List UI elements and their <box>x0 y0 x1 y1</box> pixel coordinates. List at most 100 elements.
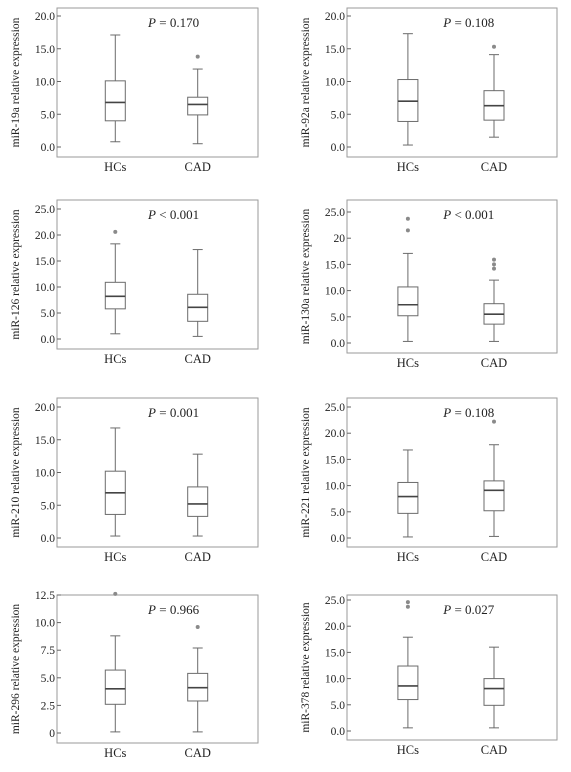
outlier-point <box>492 257 496 262</box>
outlier-point <box>195 54 200 59</box>
y-tick-label: 15.0 <box>325 259 345 271</box>
plot-frame <box>56 397 259 548</box>
y-tick-label: 5.0 <box>41 109 56 121</box>
y-tick-label: 10.0 <box>325 481 345 493</box>
chart-panel-6: 0.0 5.0 10.0 15.0 20.0 25.0 miR-221 relative e… <box>300 397 558 564</box>
iqr-box <box>104 669 126 705</box>
p-value-label: P < 0.001 <box>442 207 494 222</box>
x-category-label: CAD <box>184 160 210 174</box>
x-category-label: CAD <box>481 160 507 174</box>
y-tick-label: 0.0 <box>331 533 346 545</box>
y-tick-label: 25.0 <box>325 207 345 219</box>
p-symbol: P <box>442 405 451 420</box>
y-axis-label: miR-378 relative expression <box>300 602 312 733</box>
outlier-point <box>492 419 496 424</box>
plot-frame <box>346 397 558 548</box>
x-category-label: CAD <box>481 743 507 757</box>
y-tick-label: 20.0 <box>35 230 55 242</box>
y-tick-label: 15.0 <box>325 454 345 466</box>
outlier-point <box>405 604 410 609</box>
box-cad: CAD <box>481 257 507 370</box>
plot-frame <box>346 199 558 354</box>
outlier-point <box>492 262 496 267</box>
iqr-box <box>187 486 209 517</box>
box-hcs: HCs <box>104 34 127 174</box>
iqr-box <box>104 80 126 122</box>
outlier-point <box>492 266 496 271</box>
y-tick-label: 5.0 <box>41 308 56 320</box>
p-value-label: P = 0.966 <box>147 602 200 617</box>
plot-frame <box>56 7 259 158</box>
box-cad: CAD <box>184 54 211 174</box>
outlier-point <box>492 44 496 49</box>
y-tick-label: 12.5 <box>35 590 55 602</box>
y-tick-label: 5.0 <box>331 700 346 712</box>
outlier-point <box>113 229 118 234</box>
y-tick-label: 0.0 <box>331 142 346 154</box>
y-tick-label: 10.0 <box>35 282 55 294</box>
p-value: = 0.027 <box>451 602 495 617</box>
chart-panel-1: 0.0 5.0 10.0 15.0 20.0 miR-19a relative expre… <box>10 7 259 174</box>
y-tick-label: 0.0 <box>331 338 346 350</box>
outlier-point <box>405 216 410 221</box>
y-tick-label: 10.0 <box>325 674 345 686</box>
x-category-label: HCs <box>397 550 419 564</box>
chart-panel-3: 0.0 5.0 10.0 15.0 20.0 25.0 miR-126 relative e… <box>10 199 259 366</box>
iqr-box <box>483 480 505 512</box>
p-value-label: P = 0.170 <box>147 15 199 30</box>
y-tick-label: 15.0 <box>35 435 55 447</box>
y-axis-label: miR-19a relative expression <box>10 17 22 147</box>
p-value: < 0.001 <box>451 207 494 222</box>
p-symbol: P <box>442 602 451 617</box>
outlier-point <box>405 600 410 605</box>
y-tick-label: 0 <box>49 728 55 740</box>
outlier-point <box>113 591 118 596</box>
p-value-label: P = 0.001 <box>147 405 199 420</box>
p-symbol: P <box>442 207 451 222</box>
p-value: = 0.001 <box>156 405 199 420</box>
y-tick-label: 15.0 <box>35 256 55 268</box>
plot-frame <box>346 594 558 741</box>
box-hcs: HCs <box>104 427 127 564</box>
chart-panel-7: 0 2.5 5.0 7.5 10.0 12.5 miR-296 relative expre… <box>10 590 259 760</box>
y-tick-label: 10.0 <box>35 77 55 89</box>
x-category-label: CAD <box>184 746 210 760</box>
box-hcs: HCs <box>104 591 127 760</box>
p-symbol: P <box>147 207 156 222</box>
plot-frame <box>56 199 259 350</box>
iqr-box <box>397 286 419 317</box>
y-tick-label: 0.0 <box>41 533 56 545</box>
p-value-label: P = 0.108 <box>442 405 494 420</box>
box-cad: CAD <box>184 625 211 760</box>
y-tick-label: 0.0 <box>41 334 56 346</box>
chart-panel-4: 0.0 5.0 10.0 15.0 20 25.0 miR-130a relative ex… <box>300 199 558 370</box>
x-category-label: HCs <box>397 743 419 757</box>
y-tick-label: 5.0 <box>331 312 346 324</box>
y-axis-label: miR-210 relative expression <box>10 407 22 538</box>
iqr-box <box>187 96 209 116</box>
chart-panel-2: 0.0 5.0 10.0 15.0 20.0 miR-92a relative expre… <box>300 7 558 174</box>
y-tick-label: 5.0 <box>331 507 346 519</box>
p-symbol: P <box>147 405 156 420</box>
x-category-label: CAD <box>184 352 210 366</box>
p-value: = 0.966 <box>156 602 200 617</box>
x-category-label: CAD <box>184 550 210 564</box>
x-category-label: CAD <box>481 356 507 370</box>
p-symbol: P <box>442 15 451 30</box>
outlier-point <box>405 228 410 233</box>
box-hcs: HCs <box>397 216 419 370</box>
y-tick-label: 25.0 <box>35 204 55 216</box>
p-value-label: P = 0.027 <box>442 602 495 617</box>
p-value-label: P < 0.001 <box>147 207 199 222</box>
box-cad: CAD <box>481 44 507 174</box>
box-cad: CAD <box>481 419 507 564</box>
plot-frame <box>346 7 558 158</box>
x-category-label: HCs <box>397 160 419 174</box>
y-tick-label: 20.0 <box>35 402 55 414</box>
y-tick-label: 15.0 <box>325 647 345 659</box>
y-tick-label: 10.0 <box>35 468 55 480</box>
y-tick-label: 20 <box>334 233 346 245</box>
p-value: < 0.001 <box>156 207 199 222</box>
